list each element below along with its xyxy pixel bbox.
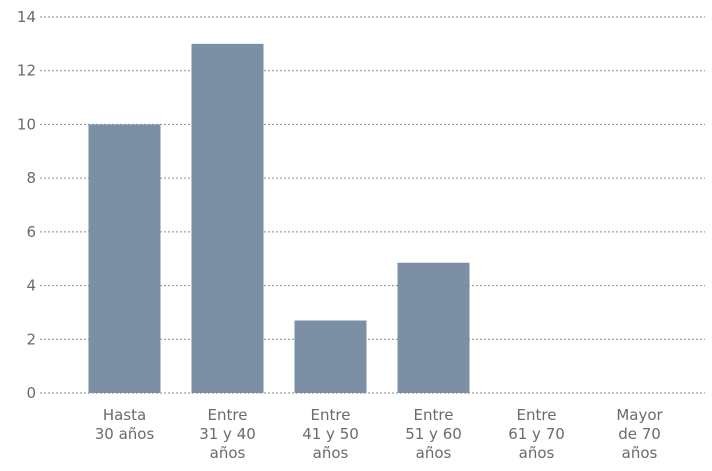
x-category-label-line: años (416, 444, 452, 462)
bars (88, 43, 470, 393)
x-category-label-line: 51 y 60 (405, 425, 462, 443)
x-category-label-line: 31 y 40 (199, 425, 256, 443)
gridlines (40, 16, 705, 394)
x-category-label-line: Mayor (616, 406, 663, 424)
x-category-label-line: Entre (311, 406, 351, 424)
x-category-label-line: años (313, 444, 349, 462)
x-category-label-line: 30 años (95, 425, 155, 443)
x-category-label-line: Hasta (103, 406, 146, 424)
x-category-label: Entre 61 y 70 años (508, 406, 565, 462)
x-category-label-line: años (210, 444, 246, 462)
y-tick-label: 6 (26, 223, 36, 241)
x-category-label-line: 61 y 70 (508, 425, 565, 443)
x-category-label-line: de 70 (618, 425, 661, 443)
x-category-label: Mayor de 70 años (616, 406, 663, 462)
x-category-label: Entre 51 y 60 años (405, 406, 462, 462)
x-category-label: Hasta 30 años (95, 406, 155, 443)
y-tick-label: 0 (26, 384, 36, 402)
x-category-label-line: años (519, 444, 555, 462)
y-tick-label: 12 (17, 62, 36, 80)
bar-0 (88, 124, 161, 393)
bar-2 (294, 320, 367, 393)
y-tick-label: 10 (17, 115, 36, 133)
y-tick-label: 2 (26, 330, 36, 348)
x-category-label: Entre 31 y 40 años (199, 406, 256, 462)
y-axis-tick-labels: 0 2 4 6 8 10 12 14 (17, 8, 36, 402)
bar-1 (191, 43, 264, 393)
y-tick-label: 8 (26, 169, 36, 187)
x-category-label-line: años (622, 444, 658, 462)
x-category-label-line: Entre (517, 406, 557, 424)
y-tick-label: 4 (26, 277, 36, 295)
bar-3 (397, 262, 470, 393)
x-category-label: Entre 41 y 50 años (302, 406, 359, 462)
x-category-label-line: Entre (414, 406, 454, 424)
x-category-label-line: Entre (208, 406, 248, 424)
x-category-label-line: 41 y 50 (302, 425, 359, 443)
y-tick-label: 14 (17, 8, 36, 26)
